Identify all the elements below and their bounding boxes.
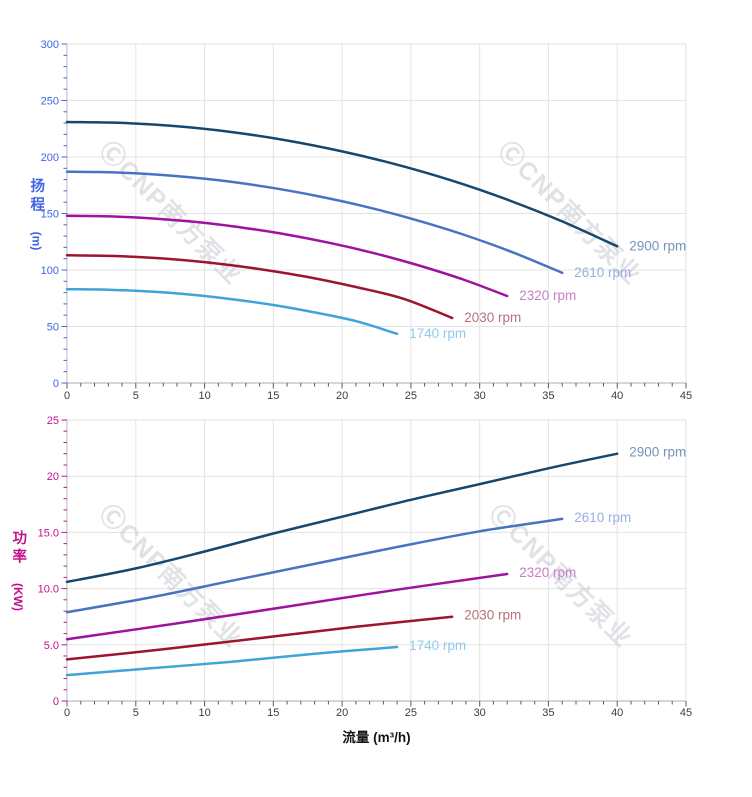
y-tick-label: 200 bbox=[41, 152, 59, 164]
y-tick-label: 100 bbox=[41, 265, 59, 277]
head-axis-label-text: 扬程 bbox=[28, 178, 45, 215]
y-tick-label: 0 bbox=[53, 696, 59, 708]
y-tick-label: 20 bbox=[47, 471, 59, 483]
x-tick-label: 35 bbox=[542, 707, 554, 719]
curve-label-2900-rpm: 2900 rpm bbox=[629, 445, 686, 460]
curve-2610-rpm bbox=[65, 517, 564, 614]
x-tick-label: 40 bbox=[611, 707, 623, 719]
x-tick-label: 0 bbox=[64, 390, 70, 402]
flow-axis-title: 流量 (m³/h) bbox=[342, 730, 411, 745]
curve-2900-rpm bbox=[65, 452, 619, 584]
curve-label-1740-rpm: 1740 rpm bbox=[409, 326, 466, 341]
curve-label-2320-rpm: 2320 rpm bbox=[519, 288, 576, 303]
curve-2030-rpm bbox=[65, 615, 454, 661]
curve-2030-rpm bbox=[65, 254, 454, 320]
y-tick-label: 5.0 bbox=[44, 640, 59, 652]
head-axis-unit: (m) bbox=[28, 231, 43, 251]
x-tick-label: 35 bbox=[542, 390, 554, 402]
power-axis-label: 功率 (KW) bbox=[3, 530, 33, 621]
x-tick-label: 45 bbox=[680, 390, 692, 402]
curve-2610-rpm bbox=[65, 170, 564, 275]
y-tick-label: 10.0 bbox=[38, 584, 59, 596]
curve-label-2320-rpm: 2320 rpm bbox=[519, 565, 576, 580]
power-axis-unit: (KW) bbox=[10, 583, 25, 611]
curve-2320-rpm bbox=[65, 572, 509, 641]
y-tick-label: 0 bbox=[53, 378, 59, 390]
x-tick-label: 15 bbox=[267, 707, 279, 719]
x-tick-label: 45 bbox=[680, 707, 692, 719]
x-tick-label: 10 bbox=[198, 390, 210, 402]
curve-label-2900-rpm: 2900 rpm bbox=[629, 238, 686, 253]
curve-2900-rpm bbox=[65, 120, 619, 248]
x-tick-label: 30 bbox=[474, 707, 486, 719]
power-axis-label-text: 功率 bbox=[10, 530, 27, 567]
y-tick-label: 250 bbox=[41, 96, 59, 108]
head-axis-unit-wrap: (m) bbox=[27, 221, 46, 261]
curve-1740-rpm bbox=[65, 645, 399, 677]
x-tick-label: 5 bbox=[133, 390, 139, 402]
x-tick-label: 40 bbox=[611, 390, 623, 402]
curve-label-2030-rpm: 2030 rpm bbox=[464, 310, 521, 325]
x-tick-label: 0 bbox=[64, 707, 70, 719]
y-tick-label: 15.0 bbox=[38, 527, 59, 539]
y-tick-label: 150 bbox=[41, 209, 59, 221]
x-tick-label: 25 bbox=[405, 707, 417, 719]
watermark: ⒸCNP南方泵业 bbox=[94, 499, 249, 654]
curve-2320-rpm bbox=[65, 214, 509, 298]
curve-label-2610-rpm: 2610 rpm bbox=[574, 510, 631, 525]
x-tick-label: 20 bbox=[336, 390, 348, 402]
curve-label-2030-rpm: 2030 rpm bbox=[464, 608, 521, 623]
y-tick-label: 25 bbox=[47, 415, 59, 427]
x-tick-label: 20 bbox=[336, 707, 348, 719]
x-tick-label: 10 bbox=[198, 707, 210, 719]
curve-1740-rpm bbox=[65, 287, 399, 336]
curve-label-1740-rpm: 1740 rpm bbox=[409, 638, 466, 653]
x-tick-label: 25 bbox=[405, 390, 417, 402]
x-tick-label: 30 bbox=[474, 390, 486, 402]
power-axis-unit-wrap: (KW) bbox=[4, 573, 32, 621]
y-tick-label: 50 bbox=[47, 322, 59, 334]
y-tick-label: 300 bbox=[41, 39, 59, 51]
watermark: ⒸCNP南方泵业 bbox=[94, 136, 249, 291]
x-tick-label: 5 bbox=[133, 707, 139, 719]
x-tick-label: 15 bbox=[267, 390, 279, 402]
curve-label-2610-rpm: 2610 rpm bbox=[574, 265, 631, 280]
head-axis-label: 扬程 (m) bbox=[21, 178, 51, 261]
